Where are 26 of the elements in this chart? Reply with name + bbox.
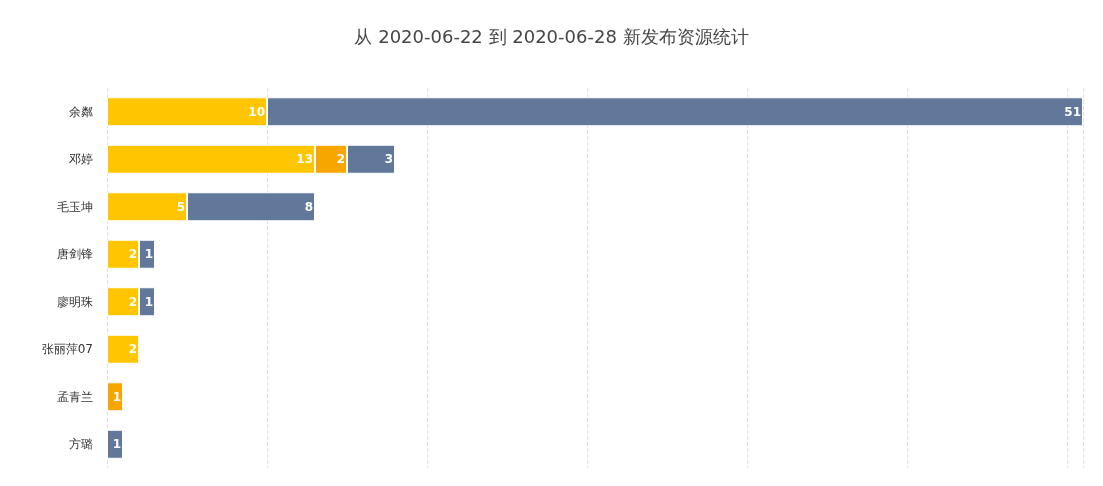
y-tick-label: 孟青兰 xyxy=(57,389,93,404)
bar xyxy=(107,429,123,459)
data-label: 1 xyxy=(112,389,121,404)
y-tick-label: 方璐 xyxy=(69,437,93,452)
bar xyxy=(107,382,123,412)
data-label: 51 xyxy=(1064,104,1081,119)
data-label: 1 xyxy=(144,247,153,262)
data-label: 5 xyxy=(176,199,185,214)
y-tick-label: 毛玉坤 xyxy=(57,199,93,214)
data-label: 2 xyxy=(336,152,345,167)
data-label: 1 xyxy=(144,294,153,309)
y-tick-label: 张丽萍07 xyxy=(41,342,93,357)
bar xyxy=(107,334,139,364)
data-label: 2 xyxy=(128,294,137,309)
y-tick-label: 邓婷 xyxy=(69,152,93,167)
data-label: 1 xyxy=(112,437,121,452)
data-label: 8 xyxy=(304,199,313,214)
y-tick-label: 廖明珠 xyxy=(57,294,93,309)
data-label: 10 xyxy=(248,104,265,119)
y-tick-label: 唐剑锋 xyxy=(57,247,93,262)
chart-title: 从 2020-06-22 到 2020-06-28 新发布资源统计 xyxy=(354,25,749,47)
y-tick-label: 余粼 xyxy=(69,104,93,119)
data-label: 13 xyxy=(296,152,313,167)
data-label: 3 xyxy=(384,152,393,167)
data-label: 2 xyxy=(128,342,137,357)
data-label: 2 xyxy=(128,247,137,262)
